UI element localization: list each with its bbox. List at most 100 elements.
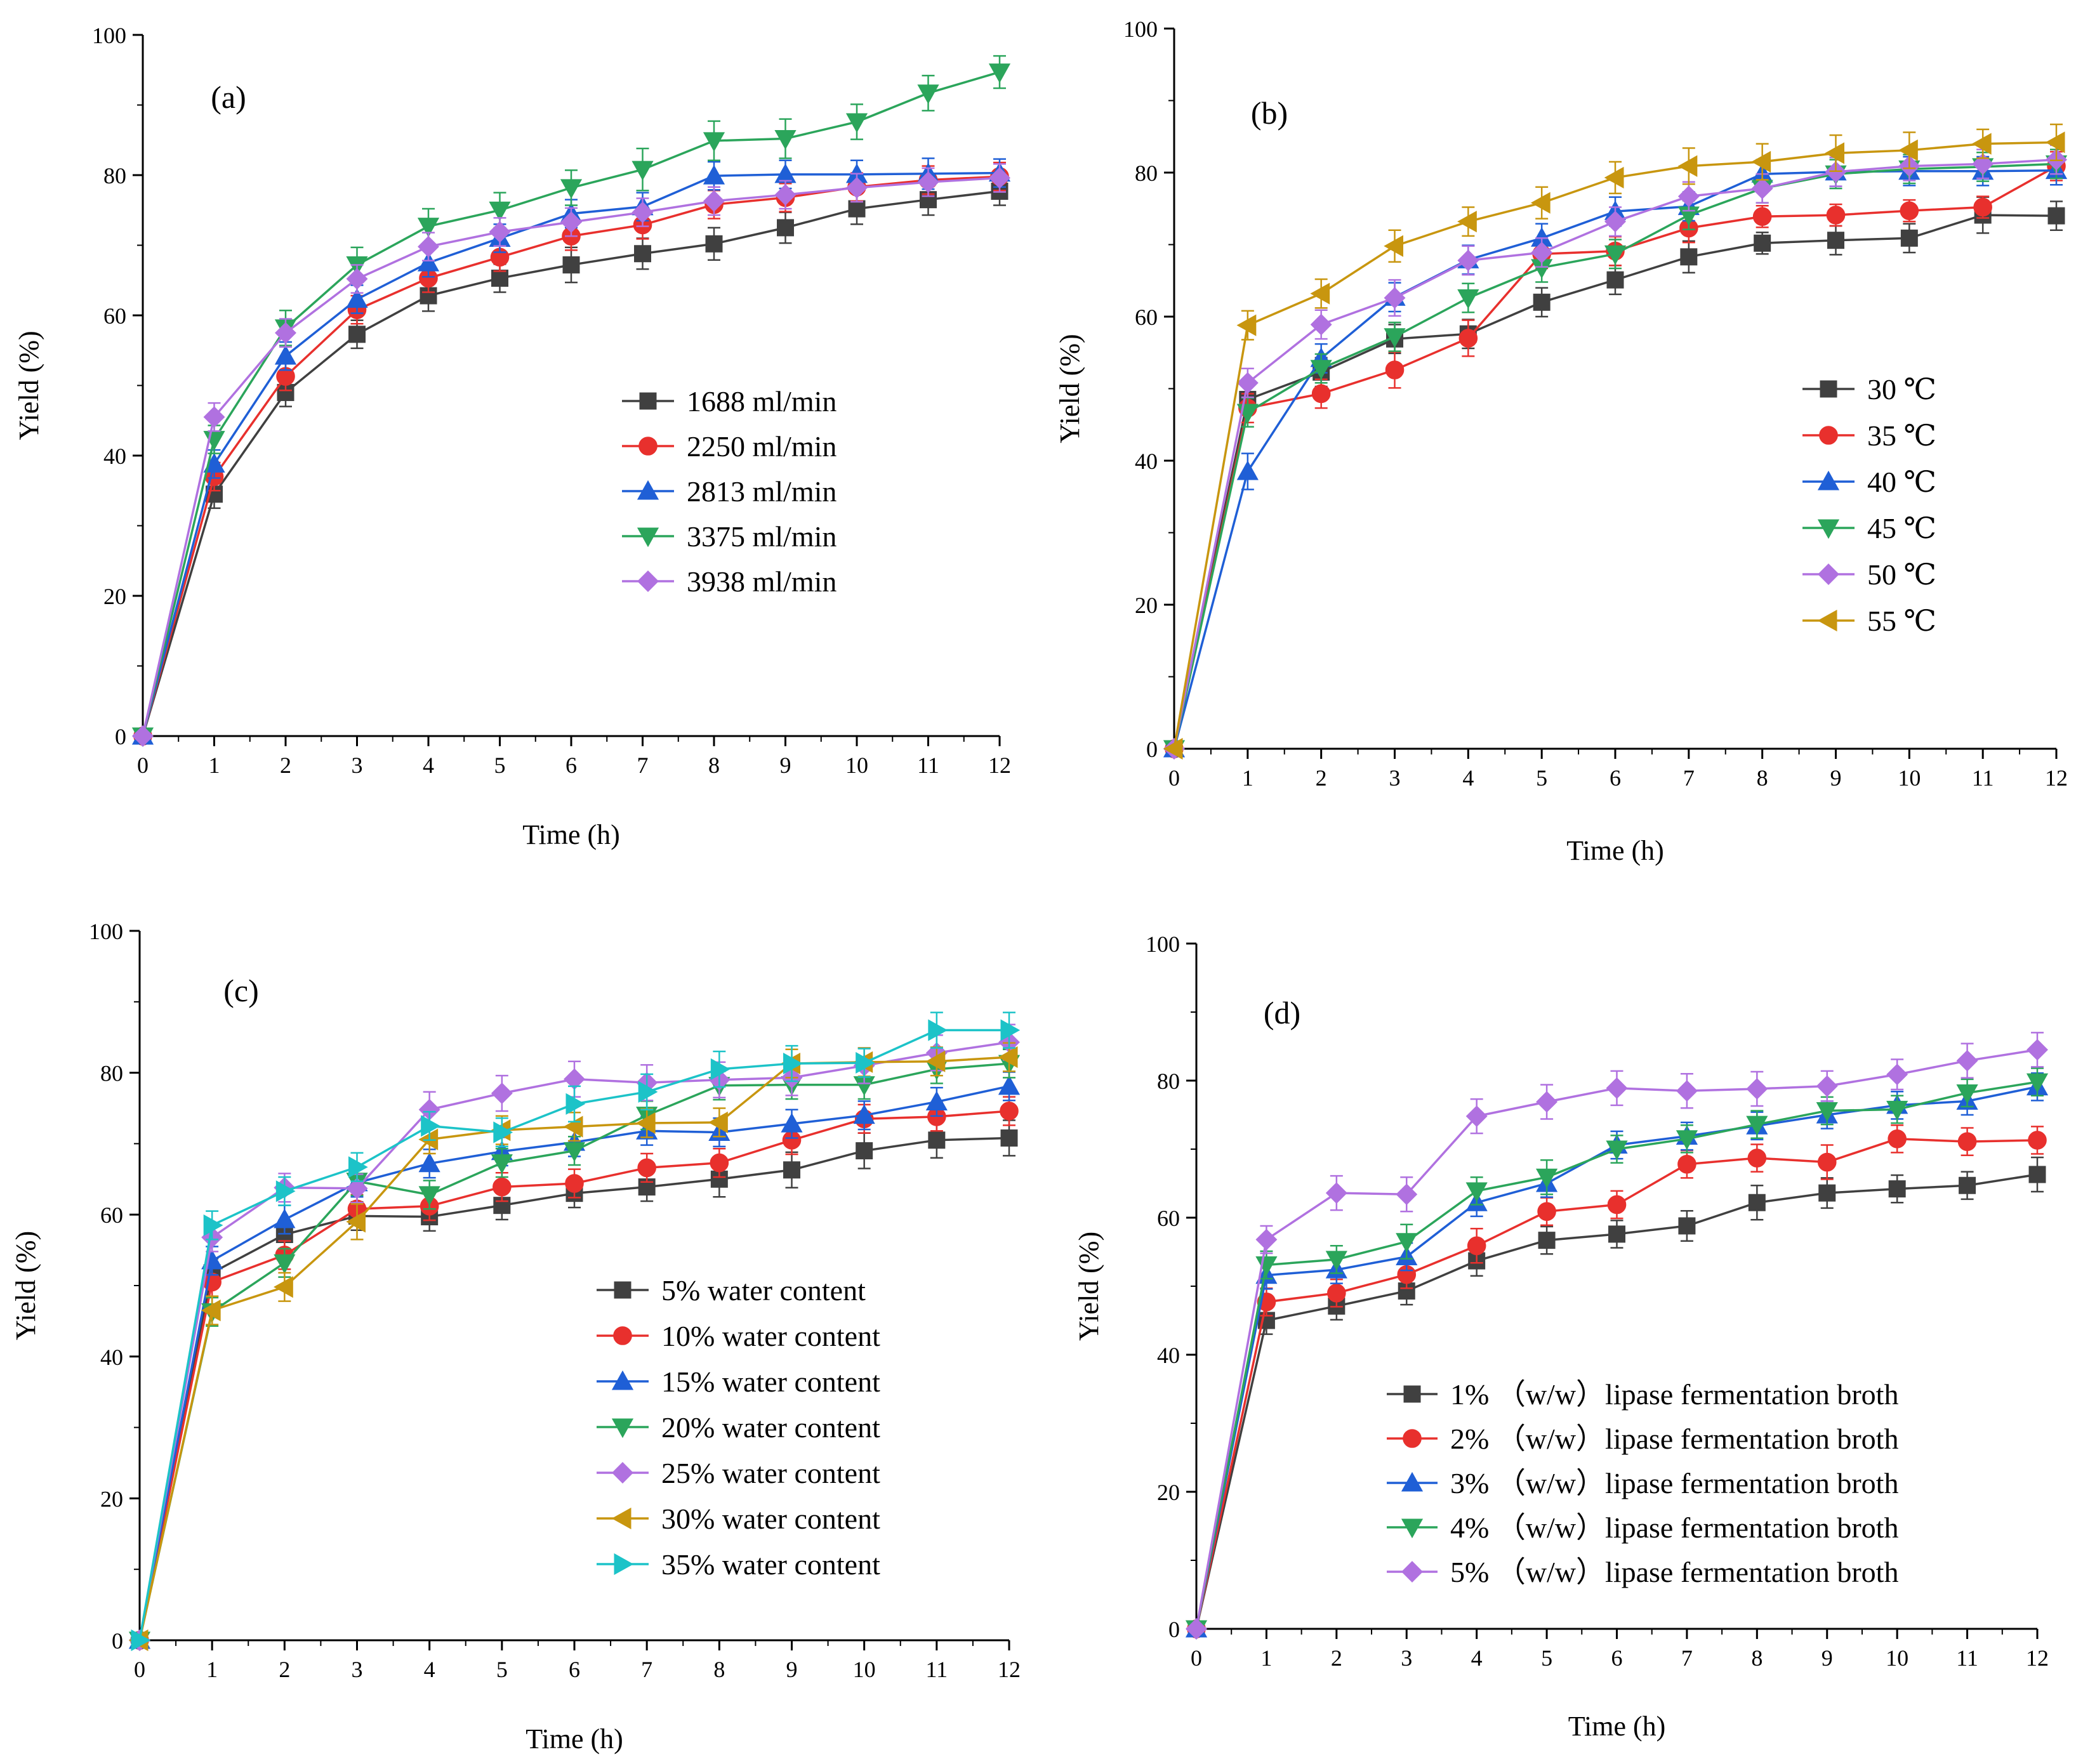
- legend-marker: [1819, 426, 1838, 445]
- data-point: [348, 326, 366, 343]
- data-point: [1748, 1194, 1766, 1211]
- data-point: [705, 235, 723, 253]
- x-tick-label: 7: [637, 753, 649, 778]
- data-point: [1677, 185, 1700, 207]
- x-tick-label: 10: [845, 753, 868, 778]
- legend-item: 35 ℃: [1802, 419, 1936, 452]
- data-point: [1827, 232, 1844, 249]
- data-point: [417, 218, 440, 237]
- legend-marker: [1401, 1518, 1424, 1539]
- data-point: [275, 1180, 296, 1202]
- data-point: [1886, 1100, 1908, 1121]
- panel-label: (b): [1251, 95, 1288, 131]
- x-axis-title: Time (h): [526, 1723, 623, 1754]
- series-0: [131, 1119, 1018, 1649]
- legend-marker: [1817, 519, 1840, 539]
- data-point: [489, 221, 511, 243]
- x-tick-label: 12: [998, 1657, 1021, 1682]
- data-point: [1537, 1202, 1556, 1221]
- data-point: [1530, 192, 1551, 214]
- data-point: [131, 1629, 151, 1652]
- data-point: [417, 251, 440, 272]
- x-tick-label: 6: [569, 1657, 580, 1682]
- data-point: [1186, 1618, 1207, 1640]
- legend-marker: [637, 570, 659, 592]
- x-tick-label: 1: [1242, 765, 1253, 791]
- data-point: [1677, 1154, 1696, 1174]
- data-point: [988, 63, 1011, 83]
- data-point: [1608, 1225, 1625, 1243]
- x-tick-label: 6: [1611, 1645, 1623, 1671]
- data-point: [928, 1019, 948, 1041]
- data-point: [1747, 1149, 1767, 1168]
- data-point: [1531, 242, 1553, 263]
- data-point: [1255, 1256, 1278, 1276]
- legend-label: 35% water content: [661, 1548, 880, 1581]
- data-point: [1465, 1105, 1488, 1128]
- data-point: [274, 1276, 293, 1298]
- legend-item: 2250 ml/min: [622, 430, 837, 463]
- x-tick-label: 6: [565, 753, 577, 778]
- data-point: [203, 1214, 223, 1237]
- data-point: [710, 1153, 729, 1173]
- x-tick-label: 12: [988, 753, 1011, 778]
- x-tick-label: 4: [1462, 765, 1474, 791]
- y-tick-label: 60: [103, 303, 126, 329]
- y-tick-label: 100: [92, 23, 126, 48]
- data-point: [560, 211, 582, 233]
- legend-item: 25% water content: [597, 1457, 880, 1489]
- data-point: [491, 1154, 513, 1174]
- data-point: [2028, 1166, 2046, 1183]
- data-point: [1825, 142, 1844, 164]
- data-point: [1467, 1236, 1486, 1256]
- data-point: [1396, 1233, 1418, 1253]
- data-point: [1816, 1075, 1838, 1097]
- panel-label: (c): [223, 973, 259, 1008]
- x-tick-label: 6: [1610, 765, 1621, 791]
- x-tick-label: 0: [1168, 765, 1180, 791]
- data-point: [1325, 1182, 1347, 1204]
- data-point: [1676, 1080, 1698, 1102]
- legend-marker: [637, 527, 659, 548]
- legend-item: 50 ℃: [1802, 558, 1936, 591]
- y-axis-title: Yield (%): [10, 1231, 41, 1340]
- x-tick-label: 3: [352, 753, 363, 778]
- data-point: [1826, 206, 1846, 225]
- data-point: [774, 130, 797, 150]
- x-axis-title: Time (h): [1568, 1711, 1666, 1742]
- legend-marker: [1403, 1385, 1421, 1403]
- data-point: [925, 1050, 946, 1072]
- data-point: [1311, 384, 1331, 404]
- data-point: [2027, 1039, 2048, 1061]
- x-tick-label: 11: [1972, 765, 1994, 791]
- legend-label: 3% （w/w）lipase fermentation broth: [1450, 1467, 1898, 1499]
- data-point: [1385, 360, 1405, 379]
- data-point: [1888, 1180, 1906, 1198]
- legend-marker: [638, 437, 658, 456]
- data-point: [1538, 1232, 1556, 1249]
- x-tick-label: 5: [1536, 765, 1547, 791]
- y-tick-label: 0: [112, 1628, 123, 1654]
- data-point: [1752, 207, 1772, 227]
- series-3: [131, 55, 1011, 747]
- data-point: [1458, 329, 1478, 348]
- series-1: [133, 161, 1009, 746]
- y-tick-label: 80: [1135, 161, 1158, 186]
- data-point: [1680, 248, 1698, 266]
- legend-label: 4% （w/w）lipase fermentation broth: [1450, 1511, 1898, 1544]
- legend-label: 3375 ml/min: [687, 520, 837, 553]
- data-point: [1310, 360, 1332, 379]
- y-tick-label: 20: [1135, 593, 1158, 618]
- data-point: [2028, 1131, 2047, 1150]
- data-point: [632, 161, 654, 181]
- legend-label: 30% water content: [661, 1503, 880, 1535]
- series-3: [1185, 1067, 2049, 1640]
- legend-label: 1688 ml/min: [687, 385, 837, 418]
- data-point: [708, 1111, 728, 1133]
- data-point: [1888, 1129, 1907, 1149]
- data-point: [1900, 201, 1919, 220]
- x-tick-label: 8: [708, 753, 720, 778]
- legend-item: 35% water content: [597, 1548, 880, 1581]
